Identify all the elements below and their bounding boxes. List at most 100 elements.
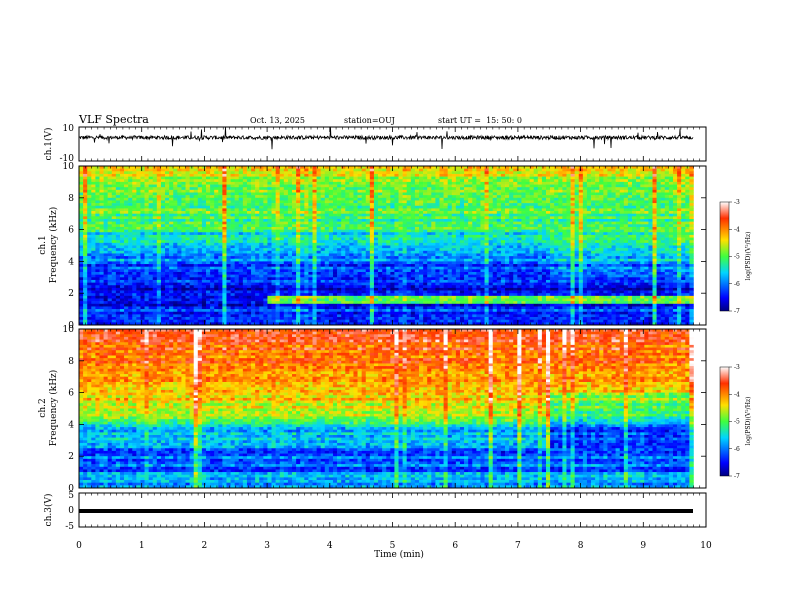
ch1-spec-cell [234,242,240,246]
ch1-spec-cell [398,211,403,214]
ch1-spec-cell [181,216,186,220]
ch1-spec-cell [640,173,645,177]
ch1-spec-cell [505,184,510,188]
ch1-spec-cell [578,187,584,191]
ch1-spec-cell [238,240,244,244]
ch1-spec-cell [173,171,178,175]
ch1-spec-cell [537,195,543,199]
ch1-spec-cell [365,219,371,222]
ch1-spec-cell [435,240,440,244]
ch1-spec-cell [312,211,317,214]
ch1-spec-cell [439,219,444,222]
ch1-spec-cell [292,179,297,183]
ch1-spec-cell [423,179,428,183]
ch1-spec-cell [419,203,424,207]
ch1-spec-cell [386,168,391,172]
ch1-spec-cell [607,173,612,177]
ch1-spec-cell [656,211,661,214]
ch1-spec-cell [451,240,457,244]
ch1-spec-cell [672,195,678,199]
ch1-spec-cell [119,226,125,230]
ch1-spec-cell [91,208,96,212]
ch1-spec-cell [578,237,584,241]
ch1-spec-cell [357,216,362,220]
ch1-spec-cell [345,203,350,207]
ch1-spec-cell [578,179,584,183]
ch1-spec-cell [267,205,272,209]
ch1-spec-cell [214,184,219,188]
ch1-spec-cell [246,173,252,177]
ch1-spec-cell [607,234,612,238]
ch1-spec-cell [603,203,608,207]
ch1-spec-cell [672,219,678,222]
ch1-spec-cell [435,213,440,217]
ch1-spec-cell [87,184,92,188]
ch1-spec-cell [83,240,88,244]
ch1-spec-cell [455,168,461,172]
ch1-spec-cell [595,176,600,180]
ch1-spec-cell [361,179,367,183]
ch1-spec-cell [83,213,88,217]
ch1-spec-cell [390,229,395,233]
ch1-spec-cell [115,181,121,185]
ch1-spec-cell [140,168,145,172]
ch1-spec-cell [566,195,571,199]
ch1-spec-cell [500,224,506,228]
ch1-spec-cell [185,216,190,220]
ch1-spec-cell [558,168,563,172]
ch1-spec-cell [525,237,530,241]
ch1-spec-cell [550,221,555,225]
ch1-spec-cell [644,200,649,204]
ch1-spec-cell [640,242,645,246]
ch1-spec-cell [582,211,588,214]
ch1-spec-cell [382,221,387,225]
ch1-spec-cell [439,184,444,188]
ch1-spec-cell [394,240,399,244]
ch1-spec-cell [636,211,641,214]
ch1-spec-cell [500,216,506,220]
ch1-spec-cell [255,242,260,246]
ch1-spec-cell [230,179,235,183]
ch1-spec-cell [197,200,203,204]
ch1-spec-cell [623,211,629,214]
ch1-spec-cell [550,197,555,201]
ch1-spec-cell [124,171,129,175]
ch1-spec-cell [312,234,317,238]
ch1-spec-cell [533,245,539,249]
ch1-spec-cell [472,184,477,188]
ch1-spec-cell [197,179,203,183]
ch1-spec-cell [468,189,473,193]
ch1-spec-cell [390,213,395,217]
ch1-spec-cell [115,197,121,201]
ch1-spec-cell [455,205,461,209]
ch1-spec-cell [414,197,420,201]
ch1-spec-cell [636,192,641,196]
ch1-spec-cell [345,205,350,209]
ch1-spec-cell [201,213,207,217]
ch1-spec-cell [283,226,289,230]
ch1-spec-cell [640,197,645,201]
ch1-spec-cell [189,195,194,199]
ch1-spec-cell [541,168,547,172]
ch1-spec-cell [316,226,321,230]
ch1-spec-cell [251,221,256,225]
ch1-spec-cell [119,208,125,212]
ch1-spec-cell [591,237,596,241]
ch1-spec-cell [373,208,379,212]
ch1-spec-cell [324,211,330,214]
ch1-spec-cell [218,213,223,217]
ch1-spec-cell [541,195,547,199]
ch1-spec-cell [406,171,412,175]
ch1-spec-cell [468,179,473,183]
ch1-spec-cell [304,179,309,183]
ch1-spec-cell [210,203,215,207]
ch1-spec-cell [668,245,674,249]
ch1-spec-cell [423,192,428,196]
ch1-spec-cell [152,213,158,217]
ch1-spec-cell [144,224,149,228]
ch1-spec-cell [582,224,588,228]
ch1-spec-cell [681,205,686,209]
ch1-spec-cell [476,213,481,217]
ch1-spec-cell [550,232,555,236]
ch1-spec-cell [197,208,203,212]
